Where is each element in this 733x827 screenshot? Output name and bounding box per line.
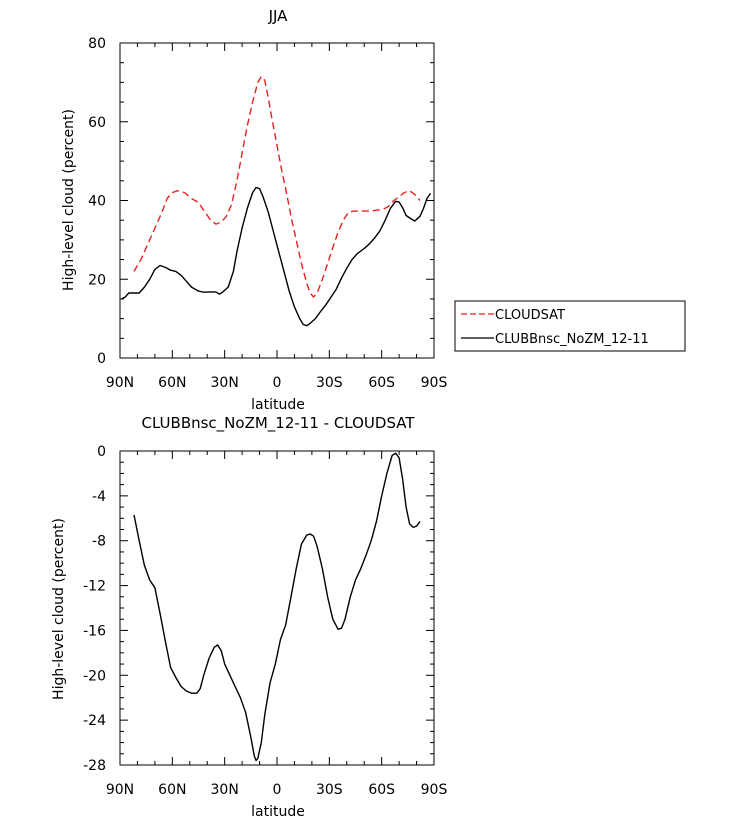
legend-label-cloudsat: CLOUDSAT bbox=[495, 308, 565, 323]
bottom-panel: CLUBBnsc_NoZM_12-11 - CLOUDSAT 90N 60N 30N… bbox=[51, 414, 447, 820]
bottom-chart-title: CLUBBnsc_NoZM_12-11 - CLOUDSAT bbox=[141, 414, 415, 433]
legend: CLOUDSAT CLUBBnsc_NoZM_12-11 bbox=[454, 300, 686, 352]
top-panel: JJA 90N 60N 30N 0 30S 60S 90S 0 20 40 60 80 latitud… bbox=[61, 7, 686, 413]
bottom-y-tick-label: -16 bbox=[83, 623, 106, 639]
legend-label-clubb: CLUBBnsc_NoZM_12-11 bbox=[495, 332, 649, 347]
top-x-tick-label: 60N bbox=[158, 375, 186, 391]
bottom-x-tick-label: 60N bbox=[158, 782, 186, 798]
bottom-x-axis-label: latitude bbox=[251, 804, 305, 820]
bottom-y-tick-label: 0 bbox=[97, 444, 106, 460]
top-axis-ticks: 90N 60N 30N 0 30S 60S 90S 0 20 40 60 80 bbox=[88, 36, 447, 391]
bottom-series-line-0 bbox=[133, 452, 421, 762]
bottom-y-tick-label: -8 bbox=[92, 534, 106, 550]
bottom-x-tick-label: 0 bbox=[273, 782, 282, 798]
top-x-tick-label: 30N bbox=[211, 375, 239, 391]
top-y-tick-label: 20 bbox=[88, 272, 106, 288]
top-chart-title: JJA bbox=[268, 7, 289, 25]
top-x-tick-label: 90S bbox=[421, 375, 448, 391]
bottom-y-tick-label: -4 bbox=[92, 489, 106, 505]
bottom-y-tick-label: -28 bbox=[83, 758, 106, 774]
bottom-axis-ticks: 90N 60N 30N 0 30S 60S 90S 0 -4 -8 -12 -16 -20 -24 -28 bbox=[83, 444, 447, 798]
top-x-tick-label: 0 bbox=[273, 375, 282, 391]
bottom-x-tick-label: 60S bbox=[368, 782, 395, 798]
bottom-series-group bbox=[133, 452, 421, 762]
top-y-tick-label: 80 bbox=[88, 36, 106, 52]
top-x-tick-label: 30S bbox=[316, 375, 343, 391]
top-series-line-0 bbox=[133, 75, 421, 298]
top-x-tick-label: 90N bbox=[106, 375, 134, 391]
legend-box bbox=[454, 300, 686, 352]
bottom-x-tick-label: 30N bbox=[211, 782, 239, 798]
top-x-tick-label: 60S bbox=[368, 375, 395, 391]
bottom-y-axis-label: High-level cloud (percent) bbox=[51, 518, 67, 700]
bottom-y-tick-label: -20 bbox=[83, 668, 106, 684]
top-y-tick-label: 60 bbox=[88, 115, 106, 131]
top-plot-frame bbox=[119, 42, 435, 359]
bottom-x-tick-label: 30S bbox=[316, 782, 343, 798]
bottom-x-tick-label: 90S bbox=[421, 782, 448, 798]
top-y-tick-label: 40 bbox=[88, 194, 106, 210]
top-x-axis-label: latitude bbox=[251, 397, 305, 413]
bottom-x-tick-label: 90N bbox=[106, 782, 134, 798]
top-series-line-1 bbox=[121, 186, 432, 327]
top-series-group bbox=[121, 75, 432, 327]
bottom-y-tick-label: -12 bbox=[83, 579, 106, 595]
top-y-axis-label: High-level cloud (percent) bbox=[61, 109, 77, 291]
bottom-plot-frame bbox=[119, 450, 435, 766]
bottom-y-tick-label: -24 bbox=[83, 713, 106, 729]
top-y-tick-label: 0 bbox=[97, 351, 106, 367]
